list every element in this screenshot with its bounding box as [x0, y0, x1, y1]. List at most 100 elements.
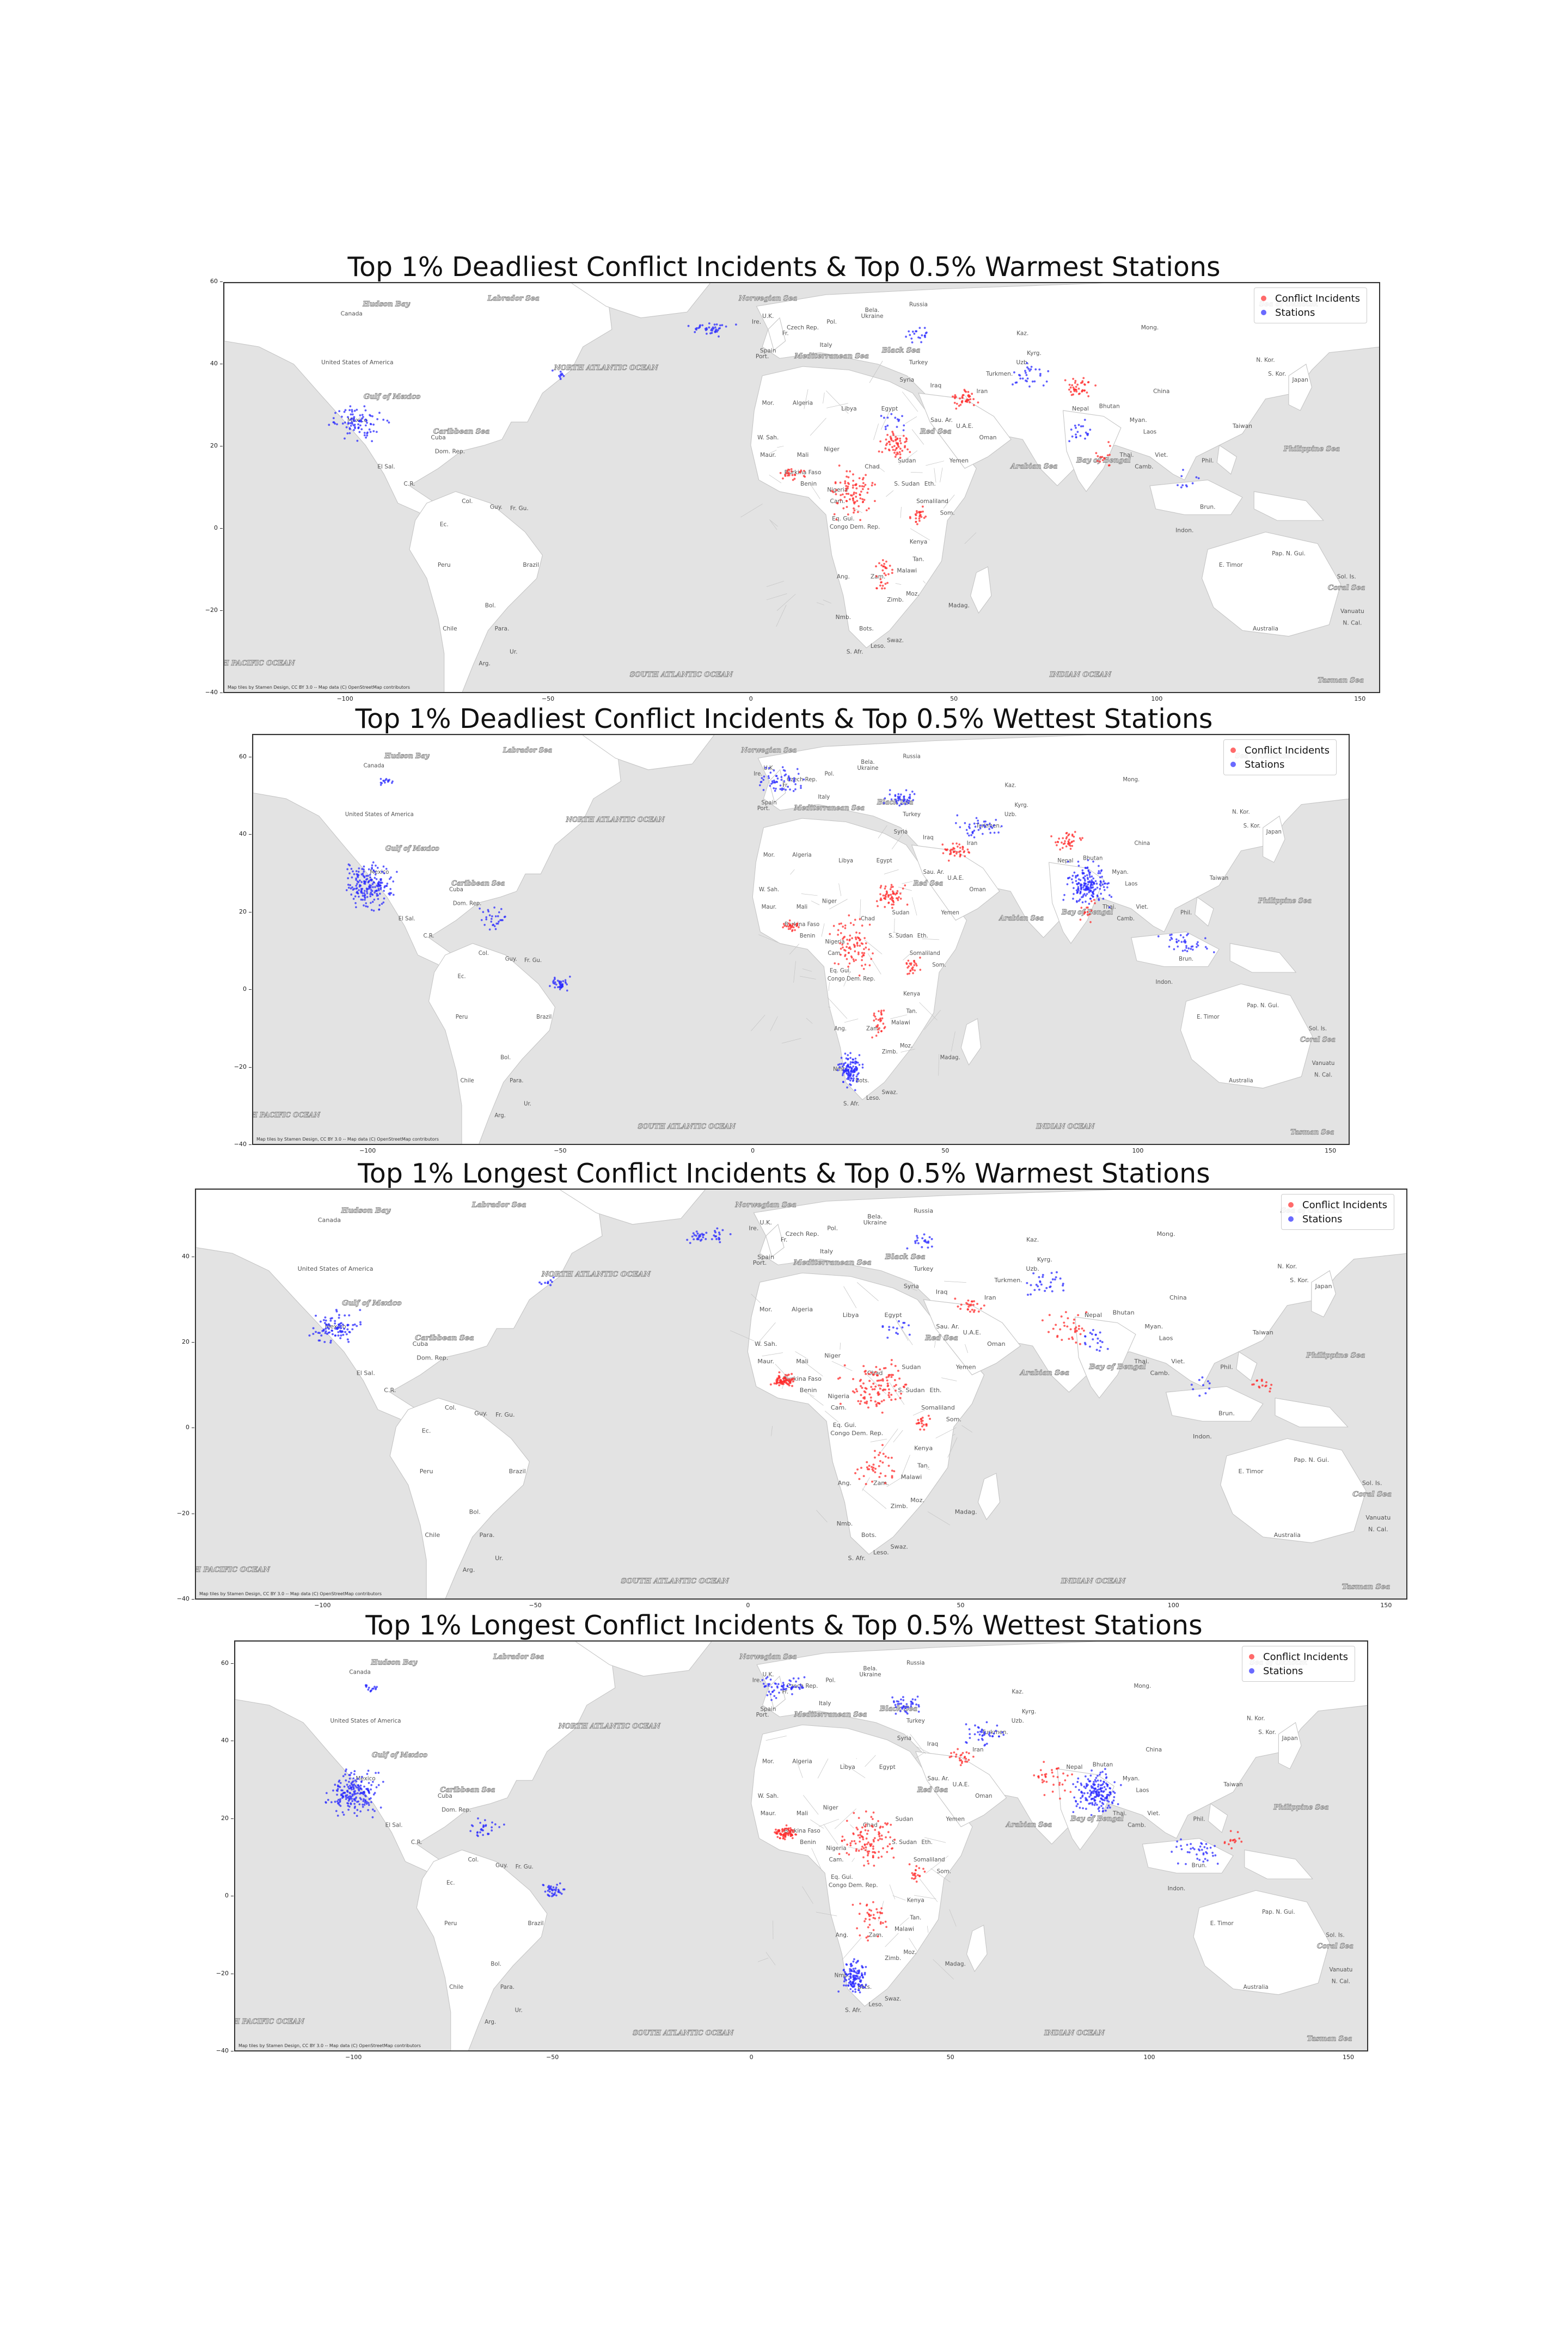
- station-point: [549, 985, 551, 987]
- station-point: [910, 1703, 912, 1705]
- x-tick-label: 50: [950, 695, 958, 702]
- country-label: Bol.: [469, 1509, 481, 1516]
- conflict-point: [880, 1834, 883, 1837]
- conflict-point: [857, 1834, 860, 1836]
- country-border: [895, 1318, 909, 1341]
- station-point: [916, 1235, 918, 1237]
- conflict-point: [872, 1901, 874, 1903]
- conflict-point: [890, 1376, 893, 1379]
- country-border: [799, 976, 816, 979]
- station-point: [852, 1960, 855, 1963]
- country-label: W. Sah.: [757, 434, 779, 441]
- station-point: [353, 424, 356, 426]
- country-label: Syria: [904, 1283, 919, 1290]
- station-point: [1049, 1286, 1051, 1288]
- station-point: [905, 789, 908, 792]
- conflict-point: [1067, 840, 1070, 843]
- station-point: [1091, 1333, 1093, 1336]
- conflict-point: [908, 972, 910, 975]
- country-label: Ukraine: [859, 1671, 881, 1678]
- landmass: [1263, 816, 1285, 863]
- station-point: [1198, 1394, 1201, 1397]
- conflict-point: [881, 1380, 884, 1382]
- country-label: Phil.: [1180, 909, 1192, 916]
- country-label: Bhutan: [1099, 403, 1120, 410]
- conflict-point: [782, 926, 784, 929]
- legend-conflict-label: Conflict Incidents: [1302, 1199, 1387, 1211]
- country-border: [869, 360, 883, 383]
- station-point: [1062, 1289, 1065, 1292]
- conflict-point: [968, 852, 971, 854]
- station-point: [889, 789, 891, 792]
- station-point: [347, 1799, 350, 1802]
- station-point: [995, 1730, 997, 1732]
- station-point: [979, 827, 982, 830]
- station-point: [1086, 874, 1088, 877]
- station-point: [369, 414, 372, 417]
- station-point: [1101, 1810, 1104, 1813]
- conflict-point: [870, 1843, 873, 1846]
- station-point: [365, 902, 367, 904]
- station-point: [357, 426, 360, 428]
- station-point: [908, 330, 910, 333]
- country-label: Somaliland: [910, 950, 940, 957]
- conflict-point: [1077, 393, 1080, 395]
- conflict-point: [965, 1757, 967, 1760]
- country-border: [870, 1438, 887, 1442]
- conflict-point: [843, 496, 846, 498]
- conflict-point: [878, 1454, 880, 1456]
- station-point: [483, 923, 486, 926]
- country-label: Turkmen.: [975, 823, 1001, 829]
- conflict-point: [855, 931, 857, 934]
- conflict-point: [1082, 377, 1085, 379]
- station-point: [837, 1063, 840, 1066]
- station-marker-icon: [1288, 1216, 1294, 1222]
- country-label: Burkina Faso: [785, 921, 819, 928]
- country-label: Col.: [445, 1404, 456, 1411]
- station-point: [1200, 1842, 1203, 1845]
- station-point: [850, 1084, 852, 1086]
- country-label: Leso.: [873, 1549, 889, 1556]
- conflict-point: [1090, 909, 1093, 912]
- station-point: [1042, 1276, 1044, 1278]
- station-point: [1098, 1788, 1100, 1791]
- country-label: Para.: [500, 1984, 514, 1990]
- conflict-point: [852, 473, 854, 476]
- conflict-point: [786, 471, 788, 474]
- station-point: [375, 878, 378, 880]
- conflict-point: [970, 1300, 973, 1303]
- station-point: [1200, 1848, 1203, 1851]
- conflict-point: [862, 954, 865, 957]
- conflict-point: [847, 482, 849, 484]
- country-label: Eth.: [917, 933, 928, 939]
- y-tick-label: 40: [196, 360, 223, 367]
- country-border: [769, 474, 782, 483]
- conflict-point: [865, 946, 867, 949]
- conflict-point: [892, 1856, 895, 1859]
- country-label: Peru: [456, 1014, 468, 1020]
- conflict-point: [953, 1751, 955, 1754]
- station-point: [901, 1706, 903, 1709]
- country-label: Uzb.: [1026, 1265, 1039, 1272]
- conflict-point: [861, 1835, 863, 1838]
- station-point: [324, 1327, 327, 1330]
- station-point: [375, 864, 377, 867]
- country-label: Maur.: [760, 451, 776, 458]
- station-point: [1034, 368, 1037, 371]
- station-point: [857, 1969, 860, 1972]
- station-point: [783, 780, 786, 782]
- station-point: [1206, 1852, 1208, 1854]
- country-label: Turkmen.: [994, 1277, 1022, 1284]
- conflict-point: [883, 1388, 885, 1391]
- station-point: [1019, 374, 1021, 377]
- station-point: [841, 1065, 844, 1068]
- country-label: C.R.: [424, 933, 434, 939]
- station-point: [1084, 875, 1086, 878]
- station-point: [1087, 1784, 1089, 1786]
- station-point: [549, 1284, 552, 1287]
- station-point: [1090, 1814, 1093, 1816]
- station-point: [901, 1326, 904, 1328]
- station-point: [1204, 1392, 1207, 1395]
- country-label: Congo Dem. Rep.: [829, 1882, 878, 1889]
- conflict-point: [868, 964, 871, 966]
